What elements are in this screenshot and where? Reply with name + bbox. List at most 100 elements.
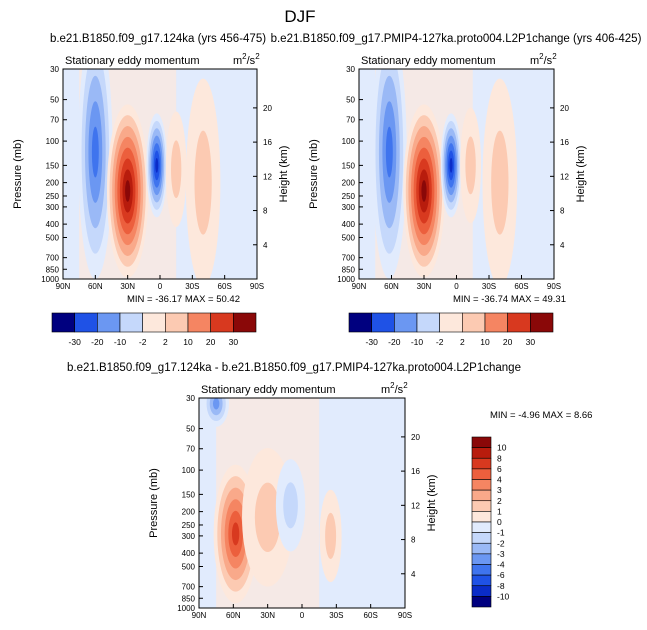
y2-axis-label: Height (km) [575, 146, 587, 203]
feature-0-ring-4 [91, 126, 99, 178]
colorbar-box [471, 447, 492, 459]
feature-2-ring-1 [254, 482, 281, 552]
page-title: DJF [284, 7, 315, 26]
x-tick-label: 30N [120, 282, 135, 291]
y-tick-label: 700 [46, 254, 60, 263]
y-tick-label: 250 [342, 192, 356, 201]
contour-field [203, 398, 342, 608]
y2-axis-label: Height (km) [278, 146, 290, 203]
y-tick-label: 150 [182, 490, 196, 499]
min-max-stats: MIN = -36.74 MAX = 49.31 [453, 294, 566, 305]
colorbar-box [471, 564, 492, 576]
units-base: m [530, 55, 539, 67]
colorbar: -30 -20 -10 -2 2 10 20 30 [348, 312, 554, 347]
units-label: m2/s2 [381, 381, 408, 396]
colorbar-label: -30 [69, 337, 82, 347]
y-tick-label: 500 [182, 562, 196, 571]
units-tail: /s [395, 384, 404, 396]
colorbar-label: 6 [497, 464, 502, 474]
y2-tick-label: 12 [411, 501, 420, 510]
colorbar-label: -2 [436, 337, 444, 347]
x-tick-label: 0 [300, 611, 305, 620]
colorbar-box [471, 532, 492, 544]
colorbar-label: -10 [497, 591, 510, 601]
colorbar-label: -8 [497, 581, 505, 591]
y2-tick-label: 20 [560, 104, 569, 113]
y-tick-label: 500 [342, 233, 356, 242]
y-tick-label: 850 [46, 265, 60, 274]
panel-title: b.e21.B1850.f09_g17.PMIP4-127ka.proto004… [271, 33, 642, 45]
colorbar-label: 20 [503, 337, 513, 347]
x-tick-label: 90N [56, 282, 71, 291]
y-tick-label: 70 [346, 116, 355, 125]
min-max-stats: MIN = -36.17 MAX = 50.42 [127, 294, 240, 305]
colorbar-label: 10 [183, 337, 193, 347]
feature-2-ring-6 [449, 157, 453, 173]
y-axis-label: Pressure (mb) [148, 468, 160, 538]
colorbar-label: 10 [497, 443, 507, 453]
y-tick-label: 400 [342, 220, 356, 229]
colorbar-label: -30 [366, 337, 379, 347]
colorbar-box [97, 312, 121, 333]
units-sup: 2 [390, 381, 395, 390]
y2-tick-label: 16 [411, 467, 420, 476]
min-max-stats: MIN = -4.96 MAX = 8.66 [490, 410, 592, 421]
panel-1: b.e21.B1850.f09_g17.124ka (yrs 456-475) S… [12, 33, 290, 347]
y2-tick-label: 4 [560, 241, 565, 250]
y2-tick-label: 8 [263, 207, 268, 216]
y-tick-label: 100 [46, 137, 60, 146]
colorbar-box [462, 312, 486, 333]
x-tick-label: 90N [352, 282, 367, 291]
y-tick-label: 250 [182, 521, 196, 530]
units-tail: /s [247, 55, 256, 67]
y2-tick-label: 12 [263, 172, 272, 181]
y2-tick-label: 20 [411, 433, 420, 442]
colorbar-label: 20 [206, 337, 216, 347]
colorbar-box [348, 312, 372, 333]
colorbar-label: -4 [497, 560, 505, 570]
colorbar-label: 30 [526, 337, 536, 347]
y2-tick-label: 4 [411, 570, 416, 579]
y-tick-label: 100 [182, 466, 196, 475]
colorbar-label: -1 [497, 528, 505, 538]
y-tick-label: 150 [342, 161, 356, 170]
colorbar-label: 10 [480, 337, 490, 347]
x-tick-label: 60N [88, 282, 103, 291]
colorbar-label: -2 [497, 538, 505, 548]
units-sup: 2 [539, 52, 544, 61]
feature-1-ring-7 [421, 180, 427, 202]
feature-1-ring-7 [125, 180, 131, 202]
y-tick-label: 300 [342, 203, 356, 212]
y2-tick-label: 16 [560, 138, 569, 147]
y-tick-label: 200 [342, 179, 356, 188]
colorbar-box [471, 585, 492, 597]
y-tick-label: 70 [50, 116, 59, 125]
y-tick-label: 50 [346, 96, 355, 105]
y-tick-label: 500 [46, 233, 60, 242]
colorbar-label: -10 [411, 337, 424, 347]
y-tick-label: 30 [186, 394, 195, 403]
y2-tick-label: 4 [263, 241, 268, 250]
y-axis-label: Pressure (mb) [308, 139, 320, 209]
feature-4-ring-1 [491, 130, 509, 235]
units-sup: 2 [242, 52, 247, 61]
y-tick-label: 150 [46, 161, 60, 170]
units-base: m [381, 384, 390, 396]
colorbar-box [119, 312, 143, 333]
feature-1-ring-3 [212, 398, 220, 410]
y-tick-label: 30 [346, 65, 355, 74]
colorbar-label: -10 [114, 337, 127, 347]
panel-title: b.e21.B1850.f09_g17.124ka - b.e21.B1850.… [67, 362, 521, 374]
colorbar-label: 0 [497, 517, 502, 527]
y-tick-label: 300 [182, 532, 196, 541]
x-tick-label: 60S [364, 611, 378, 620]
feature-3-ring-1 [283, 482, 298, 529]
y-tick-label: 400 [46, 220, 60, 229]
feature-0-ring-5 [231, 522, 240, 546]
colorbar-label: 2 [460, 337, 465, 347]
panel-subtitle: Stationary eddy momentum [361, 55, 496, 67]
colorbar-label: 3 [497, 485, 502, 495]
y-tick-label: 50 [50, 96, 59, 105]
